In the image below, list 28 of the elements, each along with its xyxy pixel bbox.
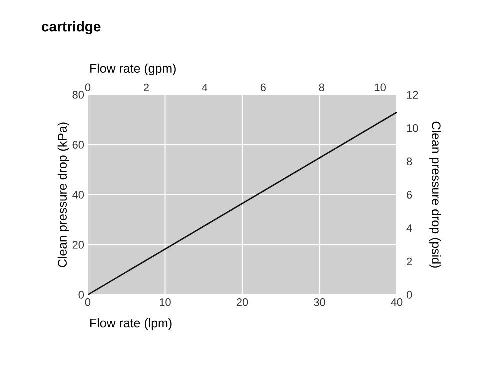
y2-tick-label: 8 <box>406 158 412 166</box>
x-tick-label: 0 <box>85 298 91 306</box>
x2-tick-label: 10 <box>375 84 386 92</box>
x2-tick-label: 8 <box>319 84 324 92</box>
x-axis-title: Flow rate (lpm) <box>90 318 172 330</box>
y-tick-label: 40 <box>72 191 84 199</box>
chart-title: cartridge <box>42 21 101 35</box>
x2-tick-label: 2 <box>144 84 149 92</box>
x2-tick-label: 4 <box>202 84 208 92</box>
y2-tick-label: 4 <box>406 224 412 232</box>
x-tick-label: 10 <box>160 298 171 306</box>
x-tick-label: 20 <box>236 298 248 306</box>
y-tick-label: 20 <box>72 241 84 249</box>
y2-axis-title: Clean pressure drop (psid) <box>430 122 442 268</box>
y2-tick-label: 6 <box>407 191 412 199</box>
y2-tick-label: 2 <box>407 258 412 266</box>
x-tick-label: 30 <box>314 298 326 306</box>
x-tick-label: 40 <box>391 298 403 306</box>
y-tick-label: 60 <box>72 141 84 149</box>
x2-tick-label: 0 <box>85 84 91 92</box>
y-tick-label: 80 <box>72 91 84 99</box>
x2-axis-title: Flow rate (gpm) <box>90 64 176 76</box>
y-tick-label: 0 <box>78 291 84 299</box>
y2-tick-label: 10 <box>407 124 418 132</box>
x2-tick-label: 6 <box>260 84 266 92</box>
y2-tick-label: 12 <box>407 91 418 99</box>
y-axis-title: Clean pressure drop (kPa) <box>58 122 70 268</box>
y2-tick-label: 0 <box>406 291 412 299</box>
